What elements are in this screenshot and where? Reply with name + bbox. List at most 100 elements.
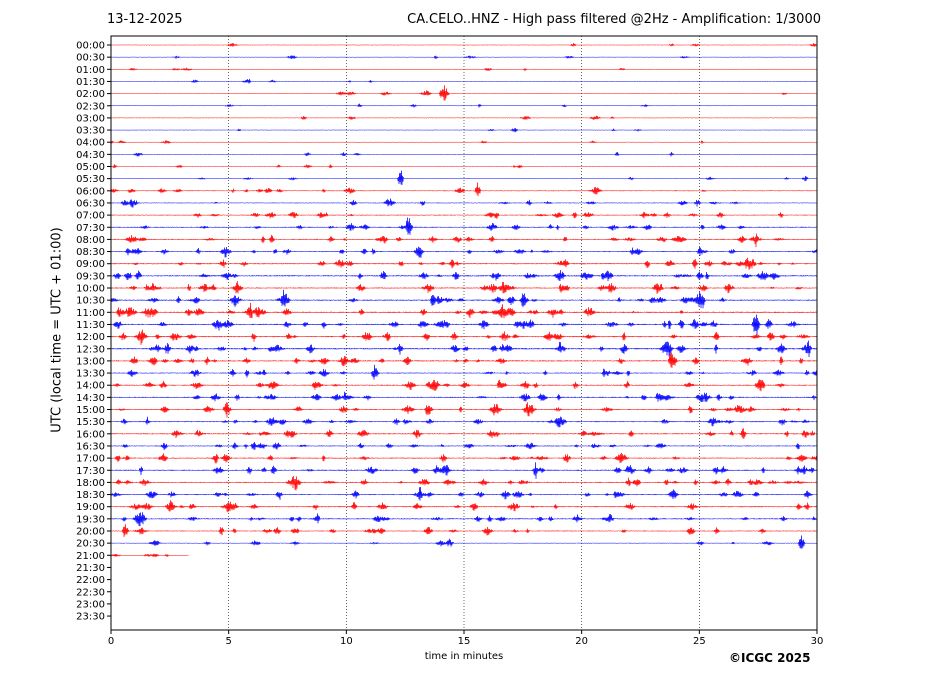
- trace-line: [110, 462, 818, 479]
- y-tick-label: 13:00: [76, 356, 105, 367]
- y-tick-label: 22:00: [76, 575, 105, 586]
- y-tick-label: 08:30: [76, 247, 105, 258]
- y-tick-label: 06:30: [76, 198, 105, 209]
- y-tick-label: 03:30: [76, 126, 105, 137]
- trace-line: [110, 170, 818, 185]
- y-tick-label: 04:00: [76, 138, 105, 149]
- trace-line: [110, 452, 818, 464]
- y-tick-label: 19:00: [76, 502, 105, 513]
- x-axis-label: time in minutes: [424, 651, 504, 662]
- y-tick-label: 06:00: [76, 186, 105, 197]
- trace-line: [110, 128, 818, 133]
- x-tick-label: 20: [575, 636, 588, 647]
- date-label: 13-12-2025: [107, 12, 183, 27]
- trace-line: [110, 164, 818, 169]
- y-tick-label: 19:30: [76, 514, 105, 525]
- y-tick-label: 17:30: [76, 466, 105, 477]
- y-tick-label: 11:30: [76, 320, 105, 331]
- y-tick-label: 07:00: [76, 211, 105, 222]
- y-tick-label: 14:30: [76, 393, 105, 404]
- trace-line: [110, 151, 818, 157]
- trace-line: [110, 512, 818, 527]
- trace-line: [110, 42, 818, 48]
- trace-line: [110, 476, 818, 491]
- trace-line: [110, 441, 818, 450]
- y-tick-label: 17:00: [76, 454, 105, 465]
- y-tick-label: 16:30: [76, 441, 105, 452]
- y-tick-label: 05:00: [76, 162, 105, 173]
- x-tick-label: 25: [693, 636, 706, 647]
- y-tick-label: 00:00: [76, 41, 105, 52]
- y-tick-label: 00:30: [76, 53, 105, 64]
- y-tick-label: 23:30: [76, 612, 105, 623]
- y-tick-label: 01:30: [76, 77, 105, 88]
- y-tick-label: 21:30: [76, 563, 105, 574]
- trace-line: [110, 54, 818, 60]
- trace-line: [110, 211, 818, 219]
- trace-line: [110, 352, 818, 368]
- trace-line: [110, 140, 818, 144]
- y-tick-label: 10:00: [76, 284, 105, 295]
- trace-line: [110, 428, 818, 439]
- trace-line: [110, 85, 818, 101]
- y-tick-label: 05:30: [76, 174, 105, 185]
- y-tick-label: 10:30: [76, 296, 105, 307]
- trace-line: [110, 402, 818, 418]
- y-tick-label: 15:00: [76, 405, 105, 416]
- y-tick-label: 08:00: [76, 235, 105, 246]
- y-tick-label: 13:30: [76, 369, 105, 380]
- trace-line: [110, 257, 818, 270]
- y-tick-label: 01:00: [76, 65, 105, 76]
- y-tick-label: 02:00: [76, 89, 105, 100]
- x-tick-label: 5: [225, 636, 231, 647]
- y-tick-label: 07:30: [76, 223, 105, 234]
- y-tick-label: 09:30: [76, 271, 105, 282]
- copyright-notice: ©ICGC 2025: [729, 651, 811, 665]
- x-tick-label: 15: [458, 636, 471, 647]
- y-tick-label: 14:00: [76, 381, 105, 392]
- chart-title: CA.CELO..HNZ - High pass filtered @2Hz -…: [407, 12, 821, 27]
- trace-line: [110, 198, 818, 208]
- y-tick-label: 20:00: [76, 527, 105, 538]
- y-tick-label: 15:30: [76, 417, 105, 428]
- y-tick-label: 22:30: [76, 587, 105, 598]
- y-tick-label: 16:00: [76, 429, 105, 440]
- trace-line: [110, 270, 818, 282]
- trace-line: [110, 281, 818, 294]
- trace-line: [110, 535, 818, 549]
- y-tick-label: 09:00: [76, 259, 105, 270]
- x-tick-label: 0: [108, 636, 114, 647]
- trace-line: [110, 524, 818, 537]
- y-tick-label: 20:30: [76, 539, 105, 550]
- trace-line: [110, 416, 818, 428]
- y-tick-label: 03:00: [76, 113, 105, 124]
- x-tick-label: 30: [811, 636, 824, 647]
- y-tick-label: 04:30: [76, 150, 105, 161]
- trace-line: [110, 364, 818, 380]
- x-tick-label: 10: [340, 636, 353, 647]
- trace-line: [110, 302, 818, 319]
- trace-line: [110, 182, 818, 197]
- trace-line: [110, 487, 818, 501]
- y-tick-label: 18:30: [76, 490, 105, 501]
- trace-line: [110, 314, 818, 336]
- trace-line: [110, 329, 818, 345]
- y-tick-label: 11:00: [76, 308, 105, 319]
- trace-line: [110, 115, 818, 120]
- trace-line: [110, 67, 818, 72]
- y-tick-label: 12:00: [76, 332, 105, 343]
- y-tick-label: 18:00: [76, 478, 105, 489]
- trace-line: [110, 78, 818, 84]
- y-tick-label: 02:30: [76, 101, 105, 112]
- y-tick-label: 23:00: [76, 599, 105, 610]
- y-tick-label: 21:00: [76, 551, 105, 562]
- trace-line: [110, 233, 818, 248]
- trace-line: [110, 500, 818, 513]
- grid-lines: [228, 36, 700, 630]
- trace-line: [110, 379, 818, 392]
- trace-line: [110, 217, 818, 235]
- trace-line: [110, 391, 818, 403]
- trace-line: [110, 340, 818, 358]
- trace-line: [110, 103, 818, 108]
